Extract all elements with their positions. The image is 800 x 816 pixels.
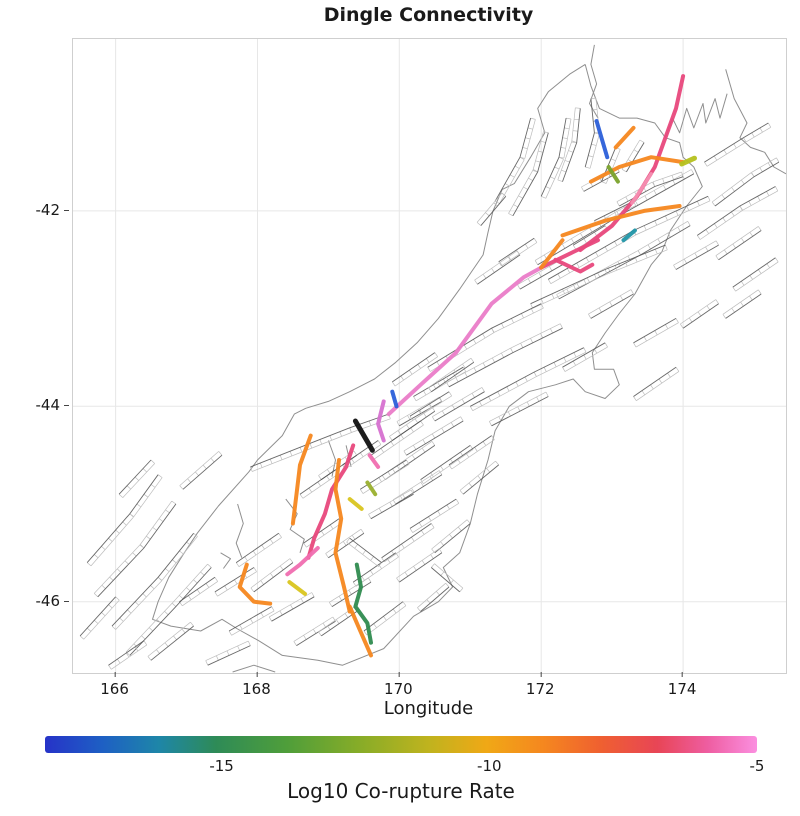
- colorbar-label: Log10 Co-rupture Rate: [287, 779, 515, 803]
- y-tick-label: -42: [35, 200, 69, 219]
- map-svg: [73, 39, 786, 673]
- y-tick-label: -44: [35, 396, 69, 415]
- colorbar-gradient: [45, 736, 757, 753]
- x-tick-label: 166: [100, 672, 129, 698]
- x-tick-label: 170: [384, 672, 413, 698]
- chart-title: Dingle Connectivity: [323, 4, 534, 26]
- colorbar-tick-labels: -15 -10 -5: [45, 757, 764, 777]
- x-axis-label: Longitude: [383, 698, 474, 719]
- x-tick-labels: 166 168 170 172 174: [72, 672, 785, 698]
- colorbar-tick-label: -5: [749, 757, 765, 775]
- y-tick-label: -46: [35, 591, 69, 610]
- x-tick-label: 174: [667, 672, 697, 698]
- colorbar-tick-label: -10: [477, 757, 502, 775]
- x-tick-label: 172: [525, 672, 555, 698]
- colorbar-tick-label: -15: [209, 757, 234, 775]
- y-tick-labels: -42 -44 -46: [0, 38, 70, 672]
- x-tick-label: 168: [242, 672, 271, 698]
- plot-area: [72, 38, 787, 674]
